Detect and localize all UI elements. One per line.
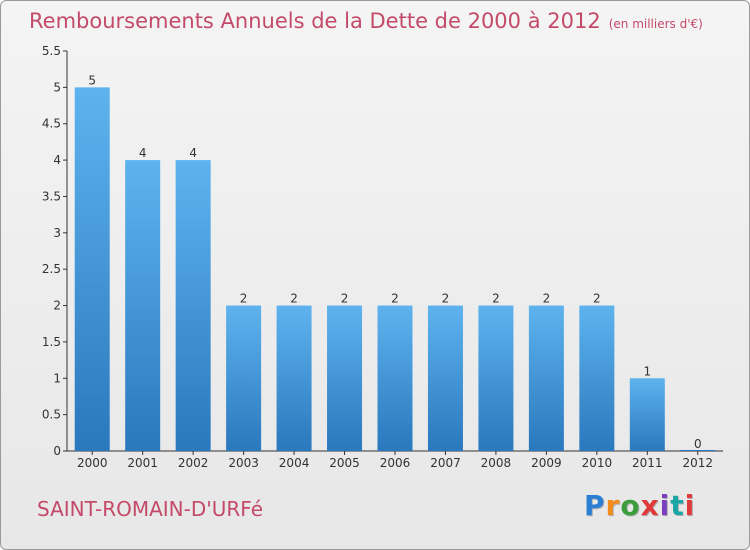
bar-value-label: 5 [88, 73, 96, 87]
bar-value-label: 2 [543, 292, 551, 306]
bar-value-label: 4 [189, 146, 197, 160]
bar [528, 305, 564, 451]
y-tick-label: 3.5 [42, 189, 61, 203]
x-tick-label: 2008 [481, 456, 512, 470]
y-tick-label: 4 [53, 153, 61, 167]
axes: 0 0.5 1 1.5 2 2.5 3 3.5 4 4.5 5 5.5 2000 2001 2002 2003… [42, 44, 723, 470]
bar [327, 305, 363, 451]
logo-letter: P [584, 489, 606, 522]
bars: 5 4 4 2 2 2 2 2 2 2 2 1 0 [74, 73, 716, 451]
bar-value-label: 2 [442, 292, 450, 306]
logo-letter: x [640, 489, 660, 522]
bar [377, 305, 413, 451]
bar [579, 305, 615, 451]
x-tick-label: 2007 [430, 456, 461, 470]
x-tick-label: 2002 [178, 456, 209, 470]
bar-value-label: 2 [391, 292, 399, 306]
bar [74, 87, 110, 451]
y-tick-label: 1 [53, 371, 61, 385]
logo-letter: i [684, 489, 696, 522]
y-tick-label: 1.5 [42, 335, 61, 349]
x-tick-label: 2000 [77, 456, 108, 470]
y-tick-label: 5 [53, 80, 61, 94]
chart-title: Remboursements Annuels de la Dette de 20… [29, 9, 703, 33]
unit-label: (en milliers d'€) [608, 17, 703, 31]
bar [427, 305, 463, 451]
y-tick-label: 2 [53, 299, 61, 313]
x-tick-label: 2006 [380, 456, 411, 470]
x-tick-label: 2012 [682, 456, 713, 470]
bar-value-label: 2 [593, 292, 601, 306]
bar-value-label: 2 [492, 292, 500, 306]
y-tick-label: 4.5 [42, 117, 61, 131]
bar [629, 378, 665, 451]
bar [478, 305, 514, 451]
commune-name: SAINT-ROMAIN-D'URFé [37, 497, 264, 521]
bar-value-label: 2 [240, 292, 248, 306]
logo-letter: i [659, 489, 671, 522]
bar [276, 305, 312, 451]
chart-title-text: Remboursements Annuels de la Dette de 20… [29, 9, 601, 33]
x-tick-label: 2003 [228, 456, 259, 470]
proxiti-logo: Proxiti [584, 489, 695, 522]
x-tick-label: 2009 [531, 456, 562, 470]
logo-letter: t [670, 489, 685, 522]
x-tick-label: 2011 [632, 456, 663, 470]
bar-value-label: 4 [139, 146, 147, 160]
bar [226, 305, 262, 451]
bar-value-label: 2 [290, 292, 298, 306]
y-tick-label: 5.5 [42, 44, 61, 58]
y-tick-label: 0.5 [42, 408, 61, 422]
bar-value-label: 2 [341, 292, 349, 306]
logo-letter: o [620, 489, 641, 522]
bar-value-label: 0 [694, 437, 702, 451]
x-tick-label: 2010 [582, 456, 613, 470]
y-tick-label: 3 [53, 226, 61, 240]
y-tick-label: 2.5 [42, 262, 61, 276]
bar-value-label: 1 [643, 364, 651, 378]
y-tick-label: 0 [53, 444, 61, 458]
x-tick-label: 2004 [279, 456, 310, 470]
x-tick-label: 2001 [127, 456, 158, 470]
bar [175, 160, 211, 451]
logo-letter: r [605, 489, 621, 522]
bar [125, 160, 161, 451]
x-tick-label: 2005 [329, 456, 360, 470]
